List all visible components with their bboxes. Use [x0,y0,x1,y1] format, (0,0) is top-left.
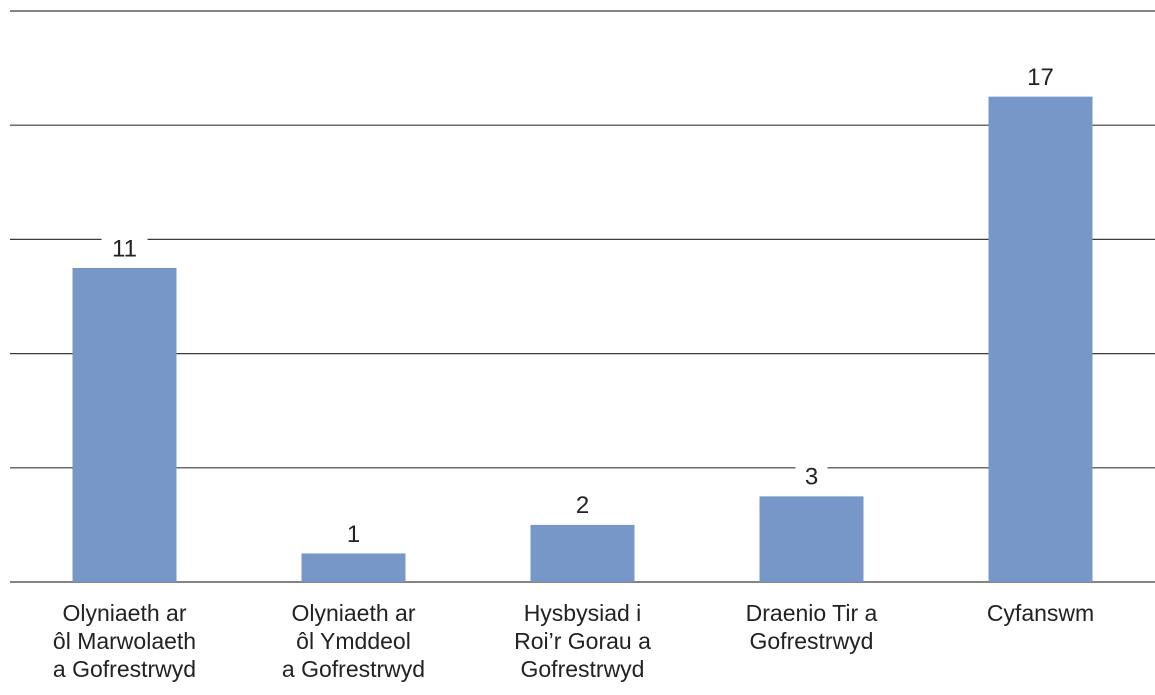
category-label-line: ôl Ymddeol [296,628,411,654]
category-label-line: Olyniaeth ar [62,600,186,626]
data-label-background [795,464,828,493]
data-label: 1 [347,521,360,548]
category-label: Draenio Tir a Gofrestrwyd [746,600,878,654]
bar [301,553,406,582]
bar [988,96,1093,583]
bars [72,96,1093,583]
category-label-line: Olyniaeth ar [291,600,415,626]
data-label-background [337,521,370,550]
category-label-line: Gofrestrwyd [750,628,874,654]
bar [530,524,635,582]
data-label-background [1017,64,1064,93]
category-label: Olyniaeth ar ôl Ymddeol a Gofrestrwyd [282,600,425,682]
category-label: Olyniaeth ar ôl Marwolaeth a Gofrestrwyd [53,600,196,682]
category-label-line: ôl Marwolaeth [53,628,196,654]
data-label: 11 [112,235,137,262]
data-label: 17 [1027,64,1054,91]
category-label-line: Gofrestrwyd [521,656,645,682]
data-label-background [566,492,599,521]
category-label-line: a Gofrestrwyd [282,656,425,682]
category-label-line: a Gofrestrwyd [53,656,196,682]
bar [72,267,177,582]
gridlines [10,10,1155,583]
data-label-background [101,235,148,264]
data-label: 3 [805,464,818,491]
category-label-line: Roi’r Gorau a [514,628,651,654]
category-label-line: Draenio Tir a [746,600,878,626]
bar [759,496,864,582]
category-label: Hysbysiad i Roi’r Gorau a Gofrestrwyd [514,600,651,682]
category-label: Cyfanswm [987,600,1094,626]
category-labels: Olyniaeth ar ôl Marwolaeth a GofrestrwydOl… [53,600,1094,682]
category-label-line: Cyfanswm [987,600,1094,626]
category-label-line: Hysbysiad i [524,600,642,626]
data-label: 2 [576,492,589,519]
